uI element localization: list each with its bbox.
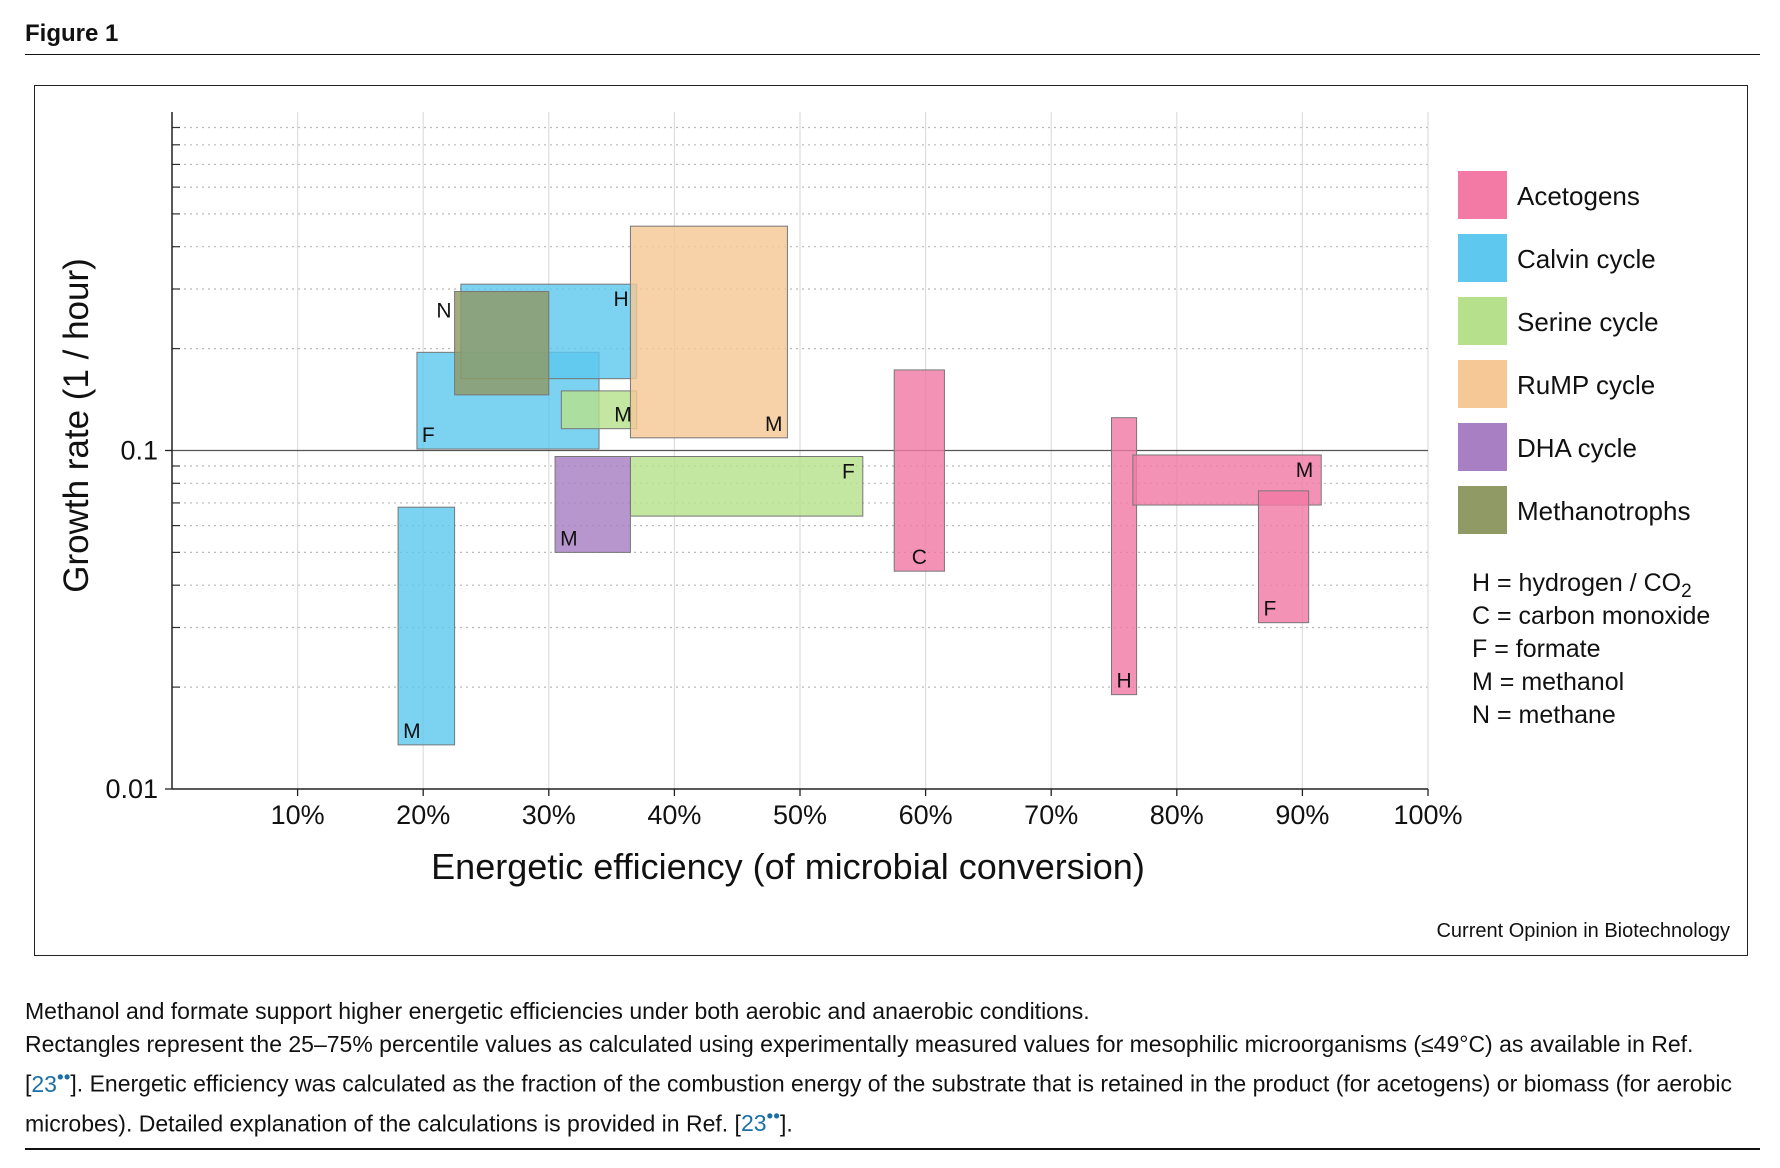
x-tick-label: 10%: [271, 800, 325, 830]
legend-swatch: [1458, 234, 1507, 282]
reference-number: 23: [31, 1070, 57, 1097]
rectangle-label: H: [614, 288, 629, 311]
figure-frame: [34, 85, 1748, 956]
figure-header: Figure 1: [25, 20, 1760, 55]
x-tick-label: 60%: [899, 800, 953, 830]
reference-link-2[interactable]: 23••: [740, 1106, 780, 1137]
data-rectangle: [397, 506, 456, 746]
caption-line-1: Methanol and formate support higher ener…: [25, 998, 1090, 1024]
rectangle-label: M: [765, 413, 783, 436]
caption-text-a: Rectangles represent the 25–75% percenti…: [25, 1031, 1694, 1097]
legend-swatch: [1458, 360, 1507, 408]
legend-label: Serine cycle: [1517, 307, 1659, 337]
y-tick-label: 0.1: [120, 436, 158, 466]
figure-label: Figure 1: [25, 20, 119, 47]
key-entry: N = methane: [1472, 701, 1616, 729]
x-tick-label: 20%: [396, 800, 450, 830]
key-entry: F = formate: [1472, 635, 1601, 663]
rectangle-label: F: [842, 461, 855, 484]
x-axis-label: Energetic efficiency (of microbial conve…: [431, 846, 1145, 887]
credit-line: Current Opinion in Biotechnology: [1436, 920, 1730, 942]
caption-text-b: ]. Energetic efficiency was calculated a…: [25, 1070, 1732, 1137]
key-entry: M = methanol: [1472, 668, 1624, 696]
data-rectangle: [629, 456, 864, 517]
x-tick-label: 80%: [1150, 800, 1204, 830]
legend-label: Calvin cycle: [1517, 244, 1656, 274]
x-tick-label: 50%: [773, 800, 827, 830]
rectangle-label: H: [1116, 670, 1131, 693]
rectangle-label: M: [560, 527, 578, 550]
x-tick-label: 40%: [647, 800, 701, 830]
bottom-rule: [25, 1148, 1760, 1150]
key-entry: H = hydrogen / CO2: [1472, 569, 1692, 602]
x-tick-label: 100%: [1393, 800, 1462, 830]
data-rectangle: [1257, 490, 1310, 624]
key-entry: C = carbon monoxide: [1472, 602, 1710, 630]
legend-label: RuMP cycle: [1517, 370, 1655, 400]
reference-number: 23: [740, 1110, 767, 1137]
rectangle-label: M: [1296, 459, 1314, 482]
rectangle-label: M: [403, 720, 421, 743]
rectangle-label: F: [422, 424, 435, 447]
rectangle-label: C: [912, 546, 927, 569]
legend-swatch: [1458, 171, 1507, 219]
data-rectangle: [454, 290, 550, 396]
rectangle-label: M: [614, 404, 632, 427]
caption-text-c: ].: [779, 1110, 793, 1137]
reference-marks: ••: [56, 1067, 71, 1088]
data-rectangle: [893, 369, 945, 572]
legend-swatch: [1458, 423, 1507, 471]
caption-line-2: Rectangles represent the 25–75% percenti…: [25, 1028, 1755, 1140]
data-rectangle: [554, 456, 631, 553]
reference-marks: ••: [766, 1106, 780, 1128]
legend-label: Acetogens: [1517, 181, 1640, 211]
legend-label: DHA cycle: [1517, 433, 1637, 463]
figure-caption: Methanol and formate support higher ener…: [25, 995, 1755, 1140]
y-tick-label: 0.01: [105, 774, 158, 804]
x-tick-label: 90%: [1275, 800, 1329, 830]
data-rectangle: [629, 225, 788, 439]
reference-link-1[interactable]: 23••: [31, 1067, 70, 1097]
legend-label: Methanotrophs: [1517, 496, 1690, 526]
y-axis-label: Growth rate (1 / hour): [57, 258, 96, 593]
x-tick-label: 70%: [1024, 800, 1078, 830]
rectangle-label: N: [436, 299, 451, 322]
legend-swatch: [1458, 297, 1507, 345]
rectangle-label: F: [1263, 598, 1276, 621]
x-tick-label: 30%: [522, 800, 576, 830]
legend-swatch: [1458, 486, 1507, 534]
